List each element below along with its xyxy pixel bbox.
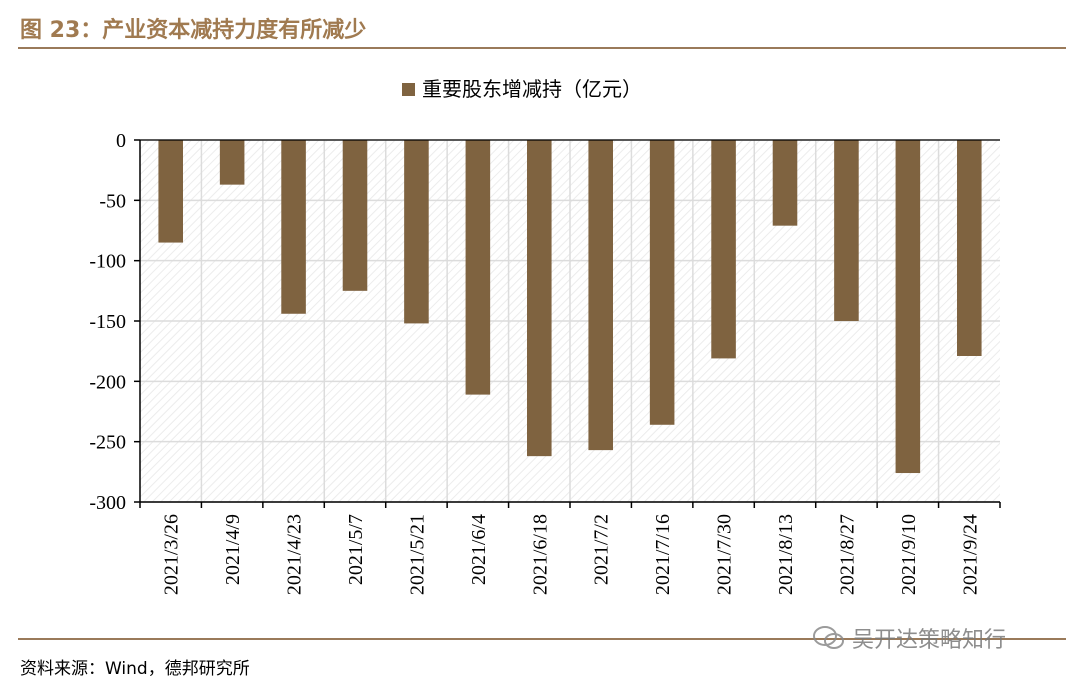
bar-2021/5/21 [404, 140, 429, 324]
x-tick-label: 2021/8/13 [775, 514, 797, 595]
y-tick-labels: 0 -50 -100 -150 -200 -250 -300 [89, 130, 126, 514]
bar-2021/4/9 [219, 140, 245, 185]
bar-2021/3/26 [158, 140, 183, 243]
bar-2021/4/23 [281, 140, 306, 314]
y-tick-label: -100 [89, 251, 126, 273]
x-tick-label: 2021/4/9 [222, 514, 244, 585]
bar-chart: 0 -50 -100 -150 -200 -250 -300 2021/3/26 2021/4… [89, 77, 1001, 595]
x-tick-label: 2021/8/27 [836, 514, 858, 595]
legend-label: 重要股东增减持（亿元） [422, 77, 642, 101]
figure-title: 图 23：产业资本减持力度有所减少 [20, 18, 367, 43]
x-tick-label: 2021/7/2 [591, 514, 613, 585]
bar-2021/8/27 [834, 140, 859, 321]
watermark: 吴开达策略知行 [812, 622, 1006, 654]
x-tick-label: 2021/5/7 [345, 514, 367, 585]
wechat-icon [813, 626, 844, 649]
y-tick-label: -150 [89, 311, 126, 333]
x-tick-label: 2021/3/26 [161, 514, 183, 595]
x-tick-label: 2021/7/30 [714, 514, 736, 595]
legend-swatch [402, 83, 415, 96]
bar-2021/7/16 [649, 140, 675, 425]
x-tick-label: 2021/4/23 [284, 514, 306, 595]
footer-divider [18, 638, 1066, 640]
y-tick-label: -200 [89, 371, 126, 393]
y-tick-label: 0 [116, 130, 126, 152]
x-tick-label: 2021/6/18 [529, 514, 551, 595]
x-tick-label: 2021/7/16 [652, 514, 674, 595]
legend: 重要股东增减持（亿元） [402, 77, 642, 101]
bar-2021/8/13 [772, 140, 798, 226]
bar-2021/9/24 [957, 140, 982, 356]
x-tick-label: 2021/6/4 [468, 514, 490, 585]
title-divider [18, 47, 1066, 49]
bar-2021/6/18 [527, 140, 552, 457]
bar-2021/9/10 [895, 140, 921, 474]
axes [134, 139, 1001, 508]
y-tick-label: -250 [89, 432, 126, 454]
bar-2021/7/30 [711, 140, 736, 359]
y-tick-label: -50 [99, 190, 126, 212]
source-note: 资料来源：Wind，德邦研究所 [20, 659, 250, 679]
bar-2021/5/7 [342, 140, 368, 291]
x-tick-label: 2021/5/21 [406, 514, 428, 595]
y-tick-label: -300 [89, 492, 126, 514]
x-tick-label: 2021/9/10 [898, 514, 920, 595]
x-tick-label: 2021/9/24 [959, 514, 981, 595]
bar-2021/7/2 [588, 140, 613, 451]
watermark-text: 吴开达策略知行 [852, 628, 1007, 653]
bars [158, 140, 982, 474]
bar-2021/6/4 [465, 140, 491, 395]
x-tick-labels: 2021/3/26 2021/4/9 2021/4/23 2021/5/7 2021/5… [161, 514, 982, 595]
